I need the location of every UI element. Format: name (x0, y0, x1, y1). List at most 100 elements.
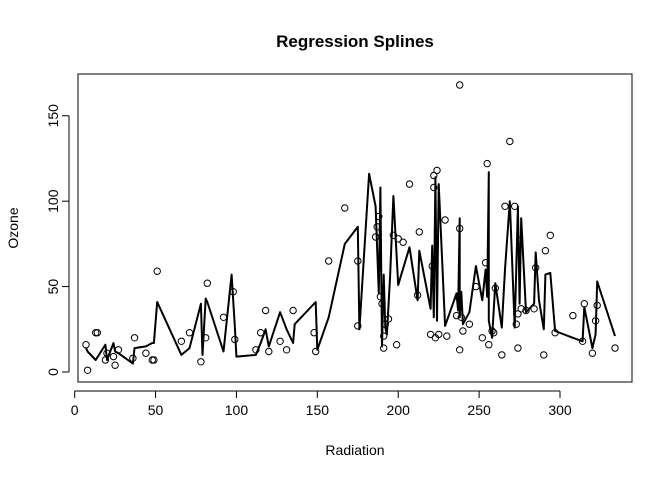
data-point (478, 334, 486, 342)
data-point (465, 320, 474, 328)
data-point (257, 329, 265, 337)
data-point (515, 236, 524, 245)
data-point (354, 322, 362, 330)
x-tick-label: 200 (387, 402, 411, 418)
data-point (456, 346, 464, 354)
data-point (443, 332, 451, 340)
data-point (276, 337, 284, 345)
x-tick-label: 250 (467, 402, 491, 418)
data-point (231, 335, 239, 344)
data-point (185, 329, 194, 337)
data-point (456, 224, 464, 233)
data-point (501, 202, 509, 211)
chart-title: Regression Splines (276, 32, 434, 51)
data-point (454, 293, 462, 301)
data-point (517, 305, 525, 313)
y-axis: 0 50 100 150 (45, 104, 70, 376)
data-point (506, 137, 514, 146)
y-tick-label: 100 (45, 189, 61, 213)
data-point (611, 344, 619, 352)
data-point (103, 349, 111, 357)
data-point (456, 81, 464, 89)
data-point (472, 282, 480, 291)
data-point (481, 259, 490, 267)
data-point (265, 347, 273, 356)
data-point (591, 317, 600, 325)
data-point (354, 257, 362, 265)
data-point (142, 349, 150, 357)
data-point (380, 344, 388, 352)
data-point (488, 327, 496, 335)
data-point (392, 341, 401, 349)
data-point (101, 356, 110, 364)
data-point (375, 212, 383, 221)
data-point (130, 334, 139, 342)
data-point (551, 329, 559, 337)
points-layer (82, 81, 619, 374)
data-point (511, 202, 519, 211)
data-point (514, 310, 522, 318)
y-axis-label: Ozone (5, 207, 21, 248)
data-point (203, 279, 212, 287)
data-point (150, 356, 158, 364)
data-point (512, 320, 520, 328)
data-point (93, 329, 102, 337)
x-axis: 0 50 100 150 200 250 300 (71, 390, 572, 418)
data-point (546, 231, 554, 240)
data-point (399, 238, 407, 246)
data-point (325, 257, 333, 265)
data-point (109, 352, 118, 361)
data-point (428, 262, 436, 270)
data-point (261, 306, 270, 315)
y-tick-label: 150 (45, 104, 61, 128)
data-point (310, 329, 318, 337)
data-point (430, 183, 438, 192)
data-point (378, 300, 386, 308)
data-point (129, 354, 137, 362)
data-point (389, 231, 398, 240)
data-point (229, 288, 237, 296)
data-point (289, 306, 297, 315)
data-point (498, 351, 506, 359)
x-tick-label: 0 (71, 402, 79, 418)
data-point (580, 300, 588, 308)
data-point (381, 320, 389, 328)
data-point (153, 267, 161, 275)
data-point (111, 361, 119, 369)
data-point (252, 346, 260, 354)
data-point (491, 284, 499, 292)
data-point (282, 346, 291, 354)
x-axis-label: Radiation (325, 442, 384, 458)
data-point (380, 332, 388, 340)
data-point (82, 341, 90, 349)
data-point (457, 313, 465, 321)
data-point (394, 235, 402, 243)
data-point (490, 329, 498, 337)
data-point (376, 293, 385, 301)
data-point (371, 233, 380, 241)
data-point (405, 180, 414, 188)
data-point (483, 159, 491, 168)
data-point (541, 247, 550, 255)
y-tick-label: 50 (45, 279, 61, 295)
data-point (373, 223, 381, 231)
data-point (441, 216, 449, 224)
data-point (593, 301, 601, 310)
data-point (532, 264, 540, 272)
data-point (197, 358, 205, 366)
data-point (452, 311, 461, 320)
data-point (435, 330, 443, 339)
x-tick-label: 150 (306, 402, 330, 418)
x-tick-label: 50 (148, 402, 164, 418)
data-point (578, 337, 587, 345)
data-point (341, 204, 349, 212)
data-point (177, 337, 186, 345)
data-point (540, 351, 548, 359)
data-point (219, 313, 228, 321)
data-point (312, 347, 320, 356)
x-tick-label: 300 (548, 402, 572, 418)
data-point (426, 330, 435, 339)
y-tick-label: 0 (45, 368, 61, 376)
